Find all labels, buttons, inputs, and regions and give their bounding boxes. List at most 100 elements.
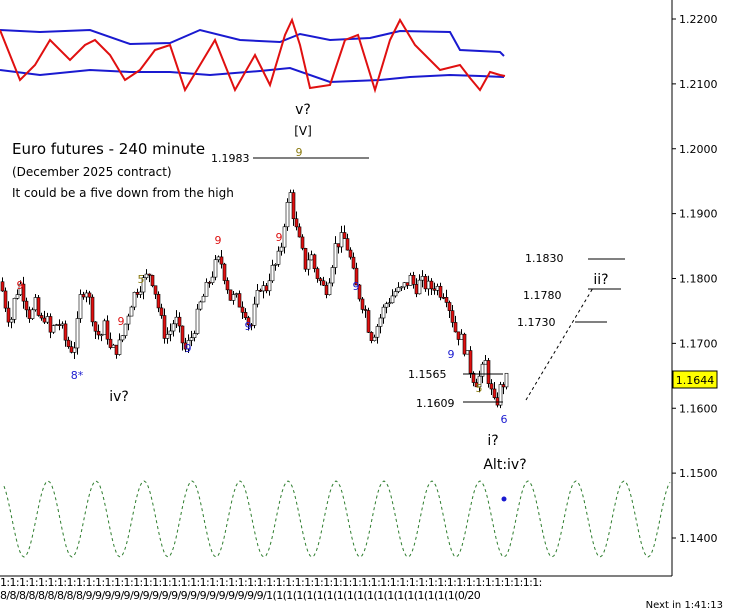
count-label: 9	[448, 348, 455, 361]
candle-body	[81, 294, 86, 298]
candle-body	[498, 384, 503, 406]
count-label: 9	[353, 280, 360, 293]
candle-body	[270, 264, 275, 282]
candle-body	[123, 323, 128, 336]
oscillator-lower-band	[0, 66, 505, 84]
candle-body	[417, 279, 422, 295]
candle-body	[228, 289, 233, 301]
candle-body	[261, 285, 266, 292]
candle-body	[465, 350, 470, 355]
candle-body	[243, 312, 248, 318]
candle-body	[39, 315, 44, 319]
candle-body	[447, 302, 452, 311]
projection-line	[525, 287, 594, 401]
current-price-label: 1.1644	[676, 374, 715, 387]
candle-body	[6, 307, 11, 323]
candle-body	[345, 238, 350, 251]
candle-body	[213, 259, 218, 278]
candle-body	[171, 323, 176, 332]
candle-body	[267, 280, 272, 292]
candle-body	[276, 250, 281, 265]
candle-body	[96, 330, 101, 336]
candle-body	[429, 280, 434, 290]
candle-body	[288, 192, 293, 203]
candle-body	[21, 283, 26, 302]
count-label: 9	[276, 231, 283, 244]
candle-body	[63, 323, 68, 341]
candle-body	[255, 289, 260, 305]
candle-body	[57, 324, 62, 326]
wave-v-label: v?	[295, 102, 311, 118]
candle-body	[456, 331, 461, 340]
candle-body	[297, 226, 302, 238]
candle-body	[372, 336, 377, 341]
candle-body	[333, 243, 338, 268]
candle-body	[27, 309, 32, 319]
candle-body	[426, 280, 431, 290]
candle-body	[411, 274, 416, 285]
candle-body	[495, 397, 500, 406]
candle-body	[471, 372, 476, 383]
candle-body	[138, 291, 143, 295]
candle-body	[450, 310, 455, 323]
price-tick-label: 1.2200	[679, 13, 718, 26]
count-label: 9	[17, 279, 24, 292]
chart-title: Euro futures - 240 minute	[12, 140, 205, 158]
candle-body	[351, 256, 356, 269]
candle-body	[375, 326, 380, 338]
price-tick-label: 1.1900	[679, 208, 718, 221]
candle-body	[9, 319, 14, 323]
candle-body	[354, 267, 359, 286]
price-tick-label: 1.1400	[679, 532, 718, 545]
candle-body	[132, 292, 137, 308]
candle-body	[174, 316, 179, 325]
level-1565-label: 1.1565	[408, 368, 447, 381]
candle-body	[237, 293, 242, 308]
candle-body	[66, 339, 71, 347]
candle-body	[342, 232, 347, 239]
wave-iv-label: iv?	[109, 389, 129, 405]
date-axis-row-1: 1:1:1:1:1:1:1:1:1:1:1:1:1:1:1:1:1:1:1:1:…	[0, 576, 542, 589]
next-bar-countdown: Next in 1:41:13	[643, 600, 725, 611]
candle-body	[420, 276, 425, 281]
candle-body	[327, 282, 332, 296]
candle-body	[216, 256, 221, 261]
candle-body	[435, 285, 440, 291]
oscillator-upper-band	[0, 28, 505, 57]
candle-body	[114, 344, 119, 355]
candle-body	[36, 297, 41, 316]
candle-body	[180, 325, 185, 344]
candle-body	[162, 315, 167, 339]
candle-body	[93, 321, 98, 332]
candle-body	[405, 282, 410, 286]
candle-body	[99, 334, 104, 337]
candle-body	[264, 285, 269, 292]
candle-body	[69, 346, 74, 353]
candle-body	[408, 274, 413, 286]
candle-body	[279, 246, 284, 252]
candle-body	[396, 287, 401, 292]
target-1780-label: 1.1780	[523, 289, 562, 302]
candle-body	[117, 339, 122, 355]
candle-body	[300, 236, 305, 249]
candle-body	[324, 284, 329, 296]
candle-body	[189, 337, 194, 341]
level-1609-label: 1.1609	[416, 397, 455, 410]
cycle-wave	[3, 480, 671, 558]
price-tick-label: 1.2000	[679, 143, 718, 156]
count-label: 5	[138, 273, 145, 286]
candle-body	[468, 350, 473, 374]
candle-body	[210, 276, 215, 283]
candle-body	[285, 202, 290, 228]
candle-body	[87, 292, 92, 298]
candle-body	[186, 340, 191, 350]
candle-body	[150, 275, 155, 287]
candle-body	[72, 347, 77, 353]
candle-body	[141, 277, 146, 293]
price-tick-label: 1.1800	[679, 273, 718, 286]
count-label: 6	[501, 413, 508, 426]
oscillator-panel	[0, 17, 506, 94]
candle-body	[108, 338, 113, 348]
count-label: 9	[296, 146, 303, 159]
candle-body	[129, 306, 134, 317]
